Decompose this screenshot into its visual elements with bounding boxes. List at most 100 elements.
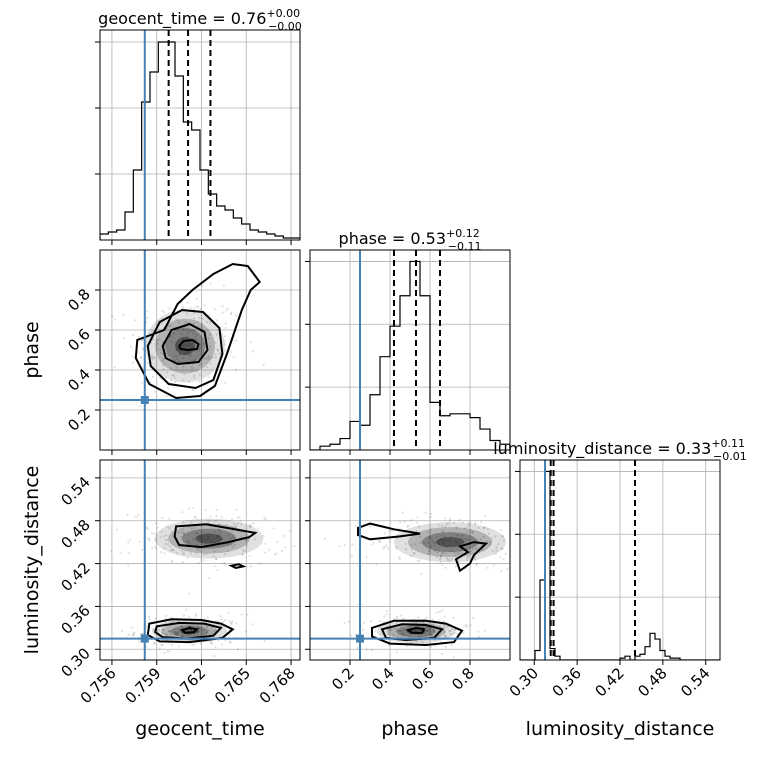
- lumdist_vs_phase-sample-0-111: [385, 609, 389, 612]
- lumdist_vs_geocent_time-sample-0-104: [205, 625, 208, 628]
- phase_vs_geocent_time-sample-0-123: [182, 328, 185, 331]
- lumdist_vs_geocent_time-sample-1-34: [166, 539, 169, 542]
- lumdist_vs_phase-sample-0-33: [347, 620, 350, 623]
- lumdist_vs_phase-sample-0-113: [382, 621, 385, 624]
- lumdist_vs_phase-sample-1-24: [439, 556, 442, 559]
- lumdist_vs_geocent_time-sample-0-79: [229, 641, 232, 644]
- lumdist_vs_geocent_time-sample-0-98: [211, 630, 214, 633]
- lumdist_vs_geocent_time-sample-1-62: [212, 555, 215, 558]
- phase_vs_geocent_time-sample-0-201: [205, 365, 208, 369]
- lumdist_vs_geocent_time-sample-1-48: [282, 534, 285, 537]
- luminosity_distance-title-base: luminosity_distance = 0.33: [493, 439, 711, 459]
- lumdist_vs_geocent_time-sample-1-157: [129, 538, 132, 541]
- lumdist_vs_geocent_time-sample-1-29: [230, 517, 234, 521]
- phase_vs_geocent_time-sample-0-65: [161, 309, 164, 312]
- lumdist_vs_geocent_time-sample-1-74: [199, 536, 202, 540]
- lumdist_vs_phase-sample-1-193: [410, 554, 413, 558]
- lumdist_vs_phase-sample-1-162: [500, 548, 503, 551]
- lumdist_vs_geocent_time-sample-0-154: [230, 623, 233, 626]
- lumdist_vs_geocent_time-sample-0-125: [207, 628, 210, 632]
- lumdist_vs_phase-sample-1-58: [479, 538, 482, 541]
- lumdist_vs_geocent_time-sample-1-180: [205, 552, 208, 556]
- lumdist_vs_geocent_time-sample-1-124: [181, 521, 185, 524]
- geocent_time-title-sup: +0.00: [266, 7, 300, 20]
- lumdist_vs_phase-sample-1-105: [429, 516, 432, 519]
- phase_vs_geocent_time-sample-0-155: [208, 358, 211, 361]
- lumdist_vs_phase-contour-1: [454, 541, 489, 573]
- lumdist_vs_geocent_time-sample-0-36: [182, 614, 185, 617]
- lumdist_vs_geocent_time-sample-1-89: [280, 549, 283, 552]
- phase_vs_geocent_time-sample-0-53: [146, 310, 149, 313]
- phase_vs_geocent_time-sample-0-42: [146, 316, 149, 319]
- lumdist_vs_geocent_time-sample-1-109: [150, 532, 153, 535]
- lumdist_vs_geocent_time-sample-1-66: [202, 553, 205, 556]
- phase_vs_geocent_time-sample-0-235: [194, 338, 197, 341]
- lumdist_vs_geocent_time-sample-1-169: [193, 515, 196, 519]
- lumdist_vs_geocent_time-sample-1-97: [235, 508, 238, 511]
- lumdist_vs_geocent_time-sample-1-17: [195, 532, 198, 535]
- lumdist_vs_phase-sample-0-102: [349, 634, 352, 637]
- lumdist_vs_phase-sample-1-165: [461, 534, 465, 537]
- phase-col-xtick-label-3: 0.8: [448, 664, 478, 694]
- lumdist_vs_phase-sample-1-40: [523, 541, 525, 543]
- geocent-col-xtick-label-4: 0.768: [256, 664, 299, 707]
- lumdist_vs_geocent_time-sample-1-101: [207, 538, 210, 541]
- lumdist_vs_geocent_time-sample-1-137: [169, 545, 172, 548]
- phase_vs_geocent_time-sample-0-18: [181, 344, 184, 347]
- phase-title-sup: +0.12: [446, 227, 480, 240]
- lumdist_vs_phase-sample-0-96: [426, 630, 429, 633]
- lumdist_vs_phase-sample-1-5: [448, 518, 451, 521]
- phase-histogram: [310, 260, 510, 450]
- phase_vs_geocent_time-sample-0-152: [172, 373, 175, 376]
- phase_vs_geocent_time-sample-0-170: [137, 335, 140, 338]
- lumdist_vs_phase-sample-0-98: [400, 630, 403, 633]
- lumdist_vs_phase-sample-0-93: [356, 646, 359, 650]
- lumdist_vs_phase-sample-1-98: [395, 546, 398, 549]
- lumdist_vs_geocent_time-sample-1-7: [189, 552, 193, 555]
- lumdist_vs_phase-sample-0-199: [462, 631, 465, 634]
- phase_vs_geocent_time-sample-0-74: [132, 355, 135, 358]
- lumdist_vs_phase-sample-0-60: [390, 629, 393, 632]
- phase_vs_geocent_time-sample-0-75: [224, 326, 227, 330]
- lumdist_vs_phase-sample-1-161: [469, 550, 472, 553]
- lumdist_vs_phase-sample-0-131: [442, 629, 445, 632]
- lumdist_vs_phase-sample-1-177: [427, 550, 431, 553]
- phase_vs_geocent_time-sample-0-8: [174, 318, 178, 321]
- phase_vs_geocent_time-sample-0-197: [230, 312, 233, 316]
- phase_vs_geocent_time-contour-1: [146, 308, 224, 390]
- phase_vs_geocent_time-sample-0-10: [175, 357, 178, 360]
- lumdist_vs_geocent_time-sample-0-145: [161, 628, 164, 631]
- lumdist_vs_phase-sample-1-29: [450, 550, 453, 553]
- lumdist_vs_geocent_time-sample-0-152: [219, 615, 222, 618]
- lumdist_vs_geocent_time-sample-1-128: [214, 565, 217, 568]
- lumdist_vs_phase-sample-1-20: [414, 543, 417, 546]
- phase_vs_geocent_time-sample-0-107: [208, 321, 212, 324]
- lumdist_vs_phase-sample-1-130: [465, 537, 468, 540]
- lumdist_vs_phase-sample-0-34: [465, 624, 468, 627]
- lumdist_vs_geocent_time-sample-1-51: [201, 540, 204, 544]
- lumdist_vs_geocent_time-sample-1-168: [146, 527, 149, 531]
- lumdist_vs_phase-sample-0-50: [393, 627, 396, 630]
- lumdist_vs_phase-sample-1-50: [465, 531, 468, 534]
- lumdist_vs_geocent_time-sample-1-145: [264, 518, 267, 521]
- lumdist_vs_phase-sample-1-8: [466, 556, 469, 559]
- phase_vs_geocent_time-sample-0-182: [193, 358, 196, 361]
- phase_vs_geocent_time-sample-0-23: [131, 334, 134, 337]
- phase_vs_geocent_time-sample-0-214: [131, 361, 134, 364]
- lumdist_vs_geocent_time-sample-0-64: [168, 629, 172, 632]
- phase_vs_geocent_time-sample-0-251: [235, 314, 238, 317]
- phase_vs_geocent_time-sample-0-191: [197, 349, 200, 352]
- lumdist_vs_geocent_time-sample-1-95: [156, 526, 159, 529]
- phase_vs_geocent_time-sample-0-166: [223, 339, 226, 343]
- lumdist_vs_geocent_time-sample-1-138: [203, 559, 206, 562]
- lumdist_vs_phase-sample-0-91: [444, 646, 447, 649]
- lumdist_vs_phase-sample-0-168: [343, 621, 346, 625]
- phase_vs_geocent_time-sample-0-229: [176, 348, 179, 351]
- phase_vs_geocent_time-sample-0-135: [186, 332, 189, 335]
- lumdist_vs_geocent_time-frame: [99, 459, 301, 661]
- phase_vs_geocent_time-sample-0-211: [189, 306, 192, 309]
- lumdist_vs_geocent_time-sample-1-193: [223, 561, 226, 565]
- lumdist_vs_geocent_time-sample-0-6: [206, 626, 209, 629]
- lumdist_vs_phase-sample-1-12: [365, 556, 368, 559]
- phase_vs_geocent_time-sample-0-84: [171, 374, 174, 377]
